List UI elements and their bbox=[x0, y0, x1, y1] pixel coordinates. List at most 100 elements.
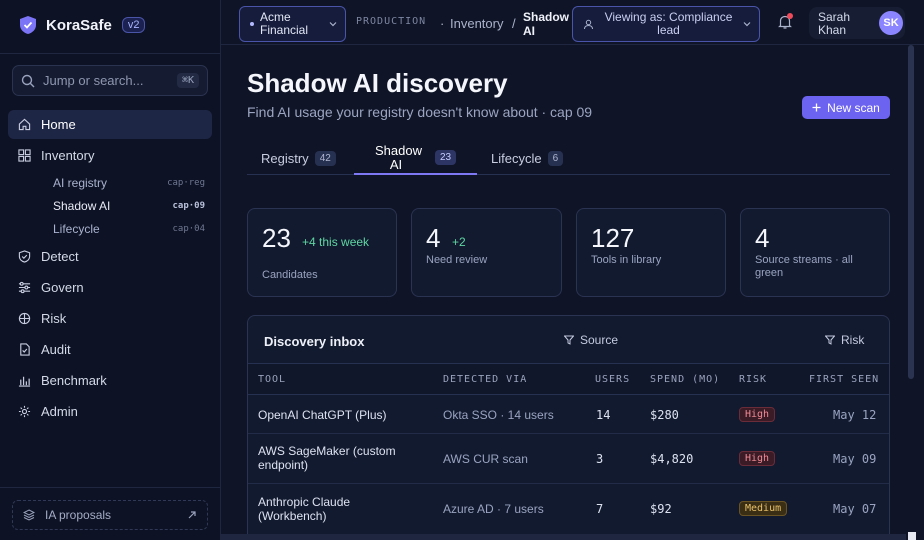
cell-spend: $280 bbox=[650, 408, 679, 422]
sidebar-item-admin[interactable]: Admin bbox=[8, 397, 212, 426]
cell-tool: OpenAI ChatGPT (Plus) bbox=[258, 408, 387, 422]
discovery-inbox: Discovery inbox Source Risk TOOL DETECTE… bbox=[247, 315, 890, 540]
tab-label: Registry bbox=[261, 151, 309, 166]
sidebar-item-govern[interactable]: Govern bbox=[8, 273, 212, 302]
cell-detected-via: Okta SSO · 14 users bbox=[443, 408, 554, 422]
brand[interactable]: KoraSafe v2 bbox=[20, 16, 146, 34]
divider bbox=[0, 487, 221, 488]
table-row[interactable]: AWS SageMaker (custom endpoint) AWS CUR … bbox=[248, 434, 889, 484]
column-header-spend[interactable]: SPEND (MO) bbox=[650, 374, 721, 385]
sidebar-item-detect[interactable]: Detect bbox=[8, 242, 212, 271]
cell-first-seen: May 12 bbox=[833, 408, 877, 422]
page-title: Shadow AI discovery bbox=[247, 68, 508, 98]
sidebar-item-risk[interactable]: Risk bbox=[8, 304, 212, 333]
tenant-selector[interactable]: Acme Financial bbox=[239, 6, 346, 42]
sidebar-item-label: Audit bbox=[41, 342, 71, 357]
stat-card-source-streams: 4 Source streams · all green bbox=[740, 208, 890, 297]
cell-first-seen: May 09 bbox=[833, 452, 877, 466]
sidebar-item-label: Admin bbox=[41, 404, 78, 419]
cell-detected-via: Azure AD · 7 users bbox=[443, 502, 544, 516]
risk-badge: Medium bbox=[739, 501, 788, 516]
filter-label: Risk bbox=[841, 333, 865, 347]
stat-value: 4 bbox=[426, 223, 441, 253]
user-menu[interactable]: Sarah Khan SK bbox=[809, 7, 905, 39]
stat-delta: +2 bbox=[452, 235, 466, 249]
sidebar-subitem-shadow-ai[interactable]: Shadow AI cap·09 bbox=[53, 200, 205, 212]
column-header-detected-via[interactable]: DETECTED VIA bbox=[443, 374, 528, 385]
stat-card-candidates: 23 +4 this week Candidates bbox=[247, 208, 397, 297]
cell-spend: $4,820 bbox=[650, 452, 694, 466]
brand-name: KoraSafe bbox=[46, 16, 112, 34]
search-box[interactable]: Jump or search... ⌘K bbox=[12, 65, 208, 96]
cell-users: 14 bbox=[596, 408, 611, 422]
shortcut-hint: ⌘K bbox=[176, 73, 199, 88]
tab-label: Shadow AI bbox=[375, 142, 422, 172]
arrow-up-right-icon bbox=[188, 511, 196, 519]
vertical-scrollbar[interactable] bbox=[908, 45, 914, 379]
sidebar: KoraSafe v2 Jump or search... ⌘K Home In… bbox=[0, 0, 221, 540]
cell-first-seen: May 07 bbox=[833, 502, 877, 516]
sidebar-item-inventory[interactable]: Inventory bbox=[8, 141, 212, 170]
environment-label: PRODUCTION bbox=[356, 16, 427, 27]
cell-tool: Anthropic Claude (Workbench) bbox=[258, 495, 351, 523]
cell-tool: AWS SageMaker (custom endpoint) bbox=[258, 444, 396, 472]
version-badge: v2 bbox=[121, 17, 146, 33]
tab-shadow-ai[interactable]: Shadow AI 23 bbox=[354, 142, 477, 175]
tab-label: Lifecycle bbox=[491, 151, 542, 166]
tab-count: 6 bbox=[547, 151, 564, 166]
sidebar-subitem-ai-registry[interactable]: AI registry cap·reg bbox=[53, 177, 205, 189]
stat-caption: Candidates bbox=[262, 269, 318, 281]
ia-proposals-button[interactable]: IA proposals bbox=[12, 500, 208, 530]
chevron-down-icon bbox=[329, 22, 337, 27]
tab-registry[interactable]: Registry 42 bbox=[261, 142, 336, 175]
plus-icon bbox=[812, 103, 821, 112]
main-content: Shadow AI discovery Find AI usage your r… bbox=[221, 45, 924, 540]
tenant-label: Acme Financial bbox=[260, 10, 309, 37]
bell-icon[interactable] bbox=[776, 13, 794, 31]
role-selector[interactable]: Viewing as: Compliance lead bbox=[572, 6, 760, 42]
gear-icon bbox=[18, 405, 31, 418]
stat-card-need-review: 4 +2 Need review bbox=[411, 208, 562, 297]
column-header-first-seen[interactable]: FIRST SEEN bbox=[809, 374, 880, 385]
stat-caption: Need review bbox=[426, 254, 488, 266]
table-header: TOOL DETECTED VIA USERS SPEND (MO) RISK … bbox=[248, 364, 889, 395]
breadcrumb-inventory[interactable]: Inventory bbox=[450, 16, 504, 31]
filter-risk-button[interactable]: Risk bbox=[825, 333, 864, 347]
cell-users: 7 bbox=[596, 502, 604, 516]
tab-lifecycle[interactable]: Lifecycle 6 bbox=[491, 142, 564, 175]
column-header-users[interactable]: USERS bbox=[595, 374, 631, 385]
table-row[interactable]: Anthropic Claude (Workbench) Azure AD · … bbox=[248, 484, 889, 536]
sidebar-item-home[interactable]: Home bbox=[8, 110, 212, 139]
shield-check-icon bbox=[18, 250, 31, 263]
sidebar-item-label: Detect bbox=[41, 249, 79, 264]
sidebar-item-label: Home bbox=[41, 117, 76, 132]
sliders-icon bbox=[18, 281, 31, 294]
column-header-risk[interactable]: RISK bbox=[739, 374, 768, 385]
breadcrumb-separator: / bbox=[512, 16, 516, 31]
search-input[interactable]: Jump or search... bbox=[43, 73, 144, 88]
horizontal-scrollbar[interactable] bbox=[221, 534, 906, 540]
breadcrumb-current: Shadow AI bbox=[523, 10, 570, 38]
sidebar-item-label: Inventory bbox=[41, 148, 95, 163]
subitem-label: AI registry bbox=[53, 176, 108, 190]
stat-caption: Source streams · all green bbox=[755, 254, 853, 279]
filter-label: Source bbox=[580, 333, 619, 347]
inbox-title: Discovery inbox bbox=[264, 334, 365, 349]
stat-delta: +4 this week bbox=[302, 235, 370, 249]
subitem-label: Shadow AI bbox=[53, 199, 111, 213]
stat-caption: Tools in library bbox=[591, 254, 662, 266]
column-header-tool[interactable]: TOOL bbox=[258, 374, 287, 385]
grid-icon bbox=[18, 149, 31, 162]
sidebar-item-benchmark[interactable]: Benchmark bbox=[8, 366, 212, 395]
table-row[interactable]: OpenAI ChatGPT (Plus) Okta SSO · 14 user… bbox=[248, 396, 889, 434]
stat-card-tools-library: 127 Tools in library bbox=[576, 208, 726, 297]
tabs-divider bbox=[247, 174, 890, 175]
cell-users: 3 bbox=[596, 452, 604, 466]
new-scan-button[interactable]: New scan bbox=[802, 96, 890, 119]
sidebar-item-audit[interactable]: Audit bbox=[8, 335, 212, 364]
scroll-corner bbox=[908, 532, 916, 540]
sidebar-subitem-lifecycle[interactable]: Lifecycle cap·04 bbox=[53, 223, 205, 235]
topbar: Acme Financial PRODUCTION · Inventory / … bbox=[221, 0, 924, 45]
user-icon bbox=[584, 19, 593, 29]
filter-source-button[interactable]: Source bbox=[564, 333, 618, 347]
